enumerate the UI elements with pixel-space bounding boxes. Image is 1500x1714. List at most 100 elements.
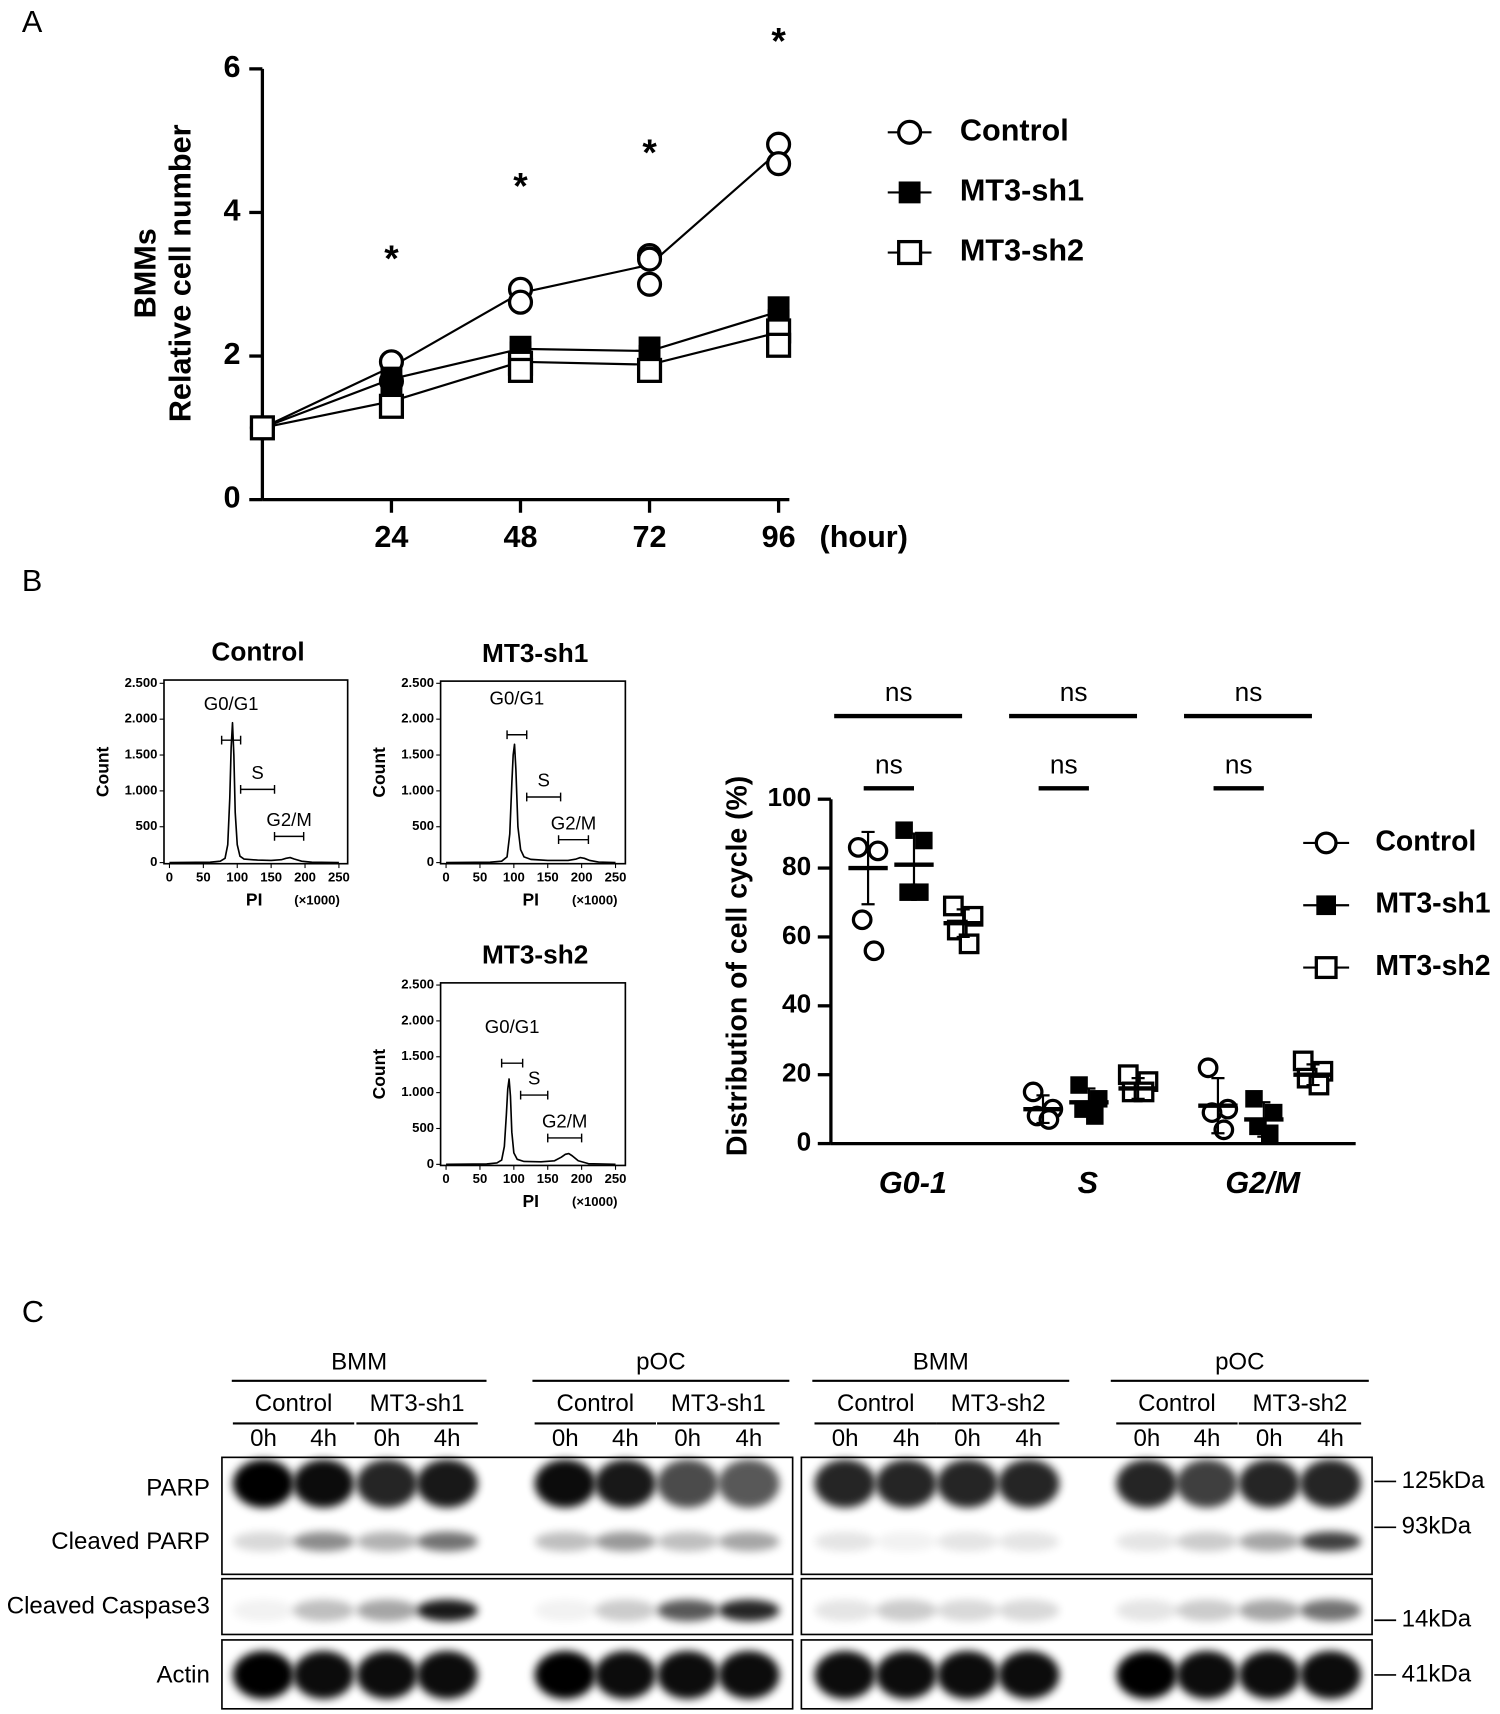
marker [1264, 1103, 1283, 1122]
legend-label: MT3-sh1 [960, 174, 1084, 208]
marker [766, 151, 792, 177]
blot-band [293, 1531, 355, 1552]
blot-band [1116, 1531, 1178, 1552]
marker [1245, 1090, 1263, 1108]
y-tick-label: 1.000 [125, 782, 158, 797]
time-label: 0h [832, 1425, 859, 1452]
y-axis-label: Relative cell number [164, 124, 198, 422]
legend-marker [1314, 831, 1338, 855]
x-tick-label: 250 [328, 869, 350, 884]
x-tick-label: 50 [473, 1171, 488, 1186]
x-tick-label: 150 [537, 869, 559, 884]
blot-band [936, 1531, 999, 1552]
blot-band [293, 1459, 355, 1508]
legend-marker [897, 239, 923, 266]
significance-label: ns [1235, 677, 1263, 707]
gate-label: G0/G1 [204, 693, 259, 714]
time-label: 4h [310, 1425, 337, 1452]
blot-band [814, 1531, 876, 1552]
gate [500, 1058, 524, 1068]
time-label: 4h [1194, 1425, 1221, 1452]
time-label: 0h [954, 1425, 981, 1452]
y-tick-label: 4 [223, 194, 240, 228]
marker [1022, 1081, 1044, 1103]
x-tick-label: 200 [571, 869, 593, 884]
time-label: 4h [612, 1425, 639, 1452]
x-tick-label: 250 [605, 1171, 627, 1186]
blot-band [534, 1650, 596, 1699]
blot-band [998, 1531, 1060, 1552]
plot-frame [439, 680, 627, 865]
histogram-curve [446, 1078, 616, 1166]
y-tick-label: 2.500 [401, 675, 434, 690]
blot-band [1238, 1599, 1300, 1622]
group-label: pOC [1215, 1349, 1264, 1376]
gate-label: G2/M [542, 1111, 587, 1132]
marker [867, 840, 889, 862]
condition-label: Control [837, 1390, 915, 1417]
x-tick-label: 150 [537, 1171, 559, 1186]
time-label: 0h [374, 1425, 401, 1452]
marker [895, 821, 913, 839]
gate-label: G2/M [551, 812, 596, 833]
plot-title: MT3-sh1 [482, 638, 588, 668]
blot-band [1176, 1599, 1238, 1622]
blot-band [594, 1531, 656, 1552]
y-axis-label: Distribution of cell cycle (%) [722, 776, 754, 1156]
blot-band [1176, 1650, 1238, 1699]
plot-title: Control [211, 637, 304, 667]
blot-band [356, 1459, 418, 1508]
time-label: 4h [1015, 1425, 1042, 1452]
blot-band [998, 1650, 1060, 1699]
y-tick-label: 20 [782, 1058, 811, 1088]
blot-band [232, 1531, 295, 1552]
condition-label: Control [1138, 1390, 1216, 1417]
y-tick-label: 6 [223, 50, 240, 84]
x-tick-label: 200 [294, 869, 316, 884]
time-label: 4h [1317, 1425, 1344, 1452]
blot-band [657, 1459, 719, 1508]
x-axis-unit: (×1000) [572, 892, 618, 907]
significance-label: ns [875, 749, 903, 779]
blot-band [718, 1531, 780, 1552]
x-tick-label: 100 [226, 869, 248, 884]
marker [380, 373, 403, 396]
blot-band [657, 1599, 719, 1622]
blot-band [657, 1531, 719, 1552]
condition-label: Control [255, 1390, 333, 1417]
y-tick-label: 0 [223, 481, 240, 515]
marker [1197, 1057, 1219, 1079]
blot-band [936, 1459, 999, 1508]
condition-label: MT3-sh1 [671, 1390, 766, 1417]
condition-label: MT3-sh1 [370, 1390, 465, 1417]
legend-label: Control [1375, 825, 1476, 857]
panel-label: B [22, 564, 42, 598]
plot-title: MT3-sh2 [482, 940, 588, 970]
x-tick-label: 72 [633, 520, 667, 554]
blot-band [416, 1599, 478, 1622]
gate-label: G0/G1 [490, 688, 545, 709]
blot-band [356, 1650, 418, 1699]
y-tick-label: 1.500 [401, 1048, 434, 1063]
blot-band [1116, 1599, 1178, 1622]
blot-band [1238, 1459, 1300, 1508]
significance-label: ns [1060, 677, 1088, 707]
marker [766, 332, 792, 358]
blot-band [936, 1650, 999, 1699]
x-tick-label: 0 [442, 1171, 449, 1186]
group-label: BMM [913, 1349, 969, 1376]
x-tick-label: 48 [503, 520, 537, 554]
blot-band [594, 1650, 656, 1699]
y-tick-label: 500 [412, 818, 434, 833]
x-axis-label: PI [523, 889, 540, 909]
y-tick-label: 0 [797, 1127, 812, 1157]
y-tick-label: 100 [767, 782, 811, 812]
row-label: Actin [156, 1661, 209, 1688]
plot-frame [163, 679, 349, 865]
blot-band [998, 1599, 1060, 1622]
row-label: PARP [146, 1474, 210, 1501]
blot-band [1299, 1531, 1362, 1552]
blot-band [814, 1459, 876, 1508]
